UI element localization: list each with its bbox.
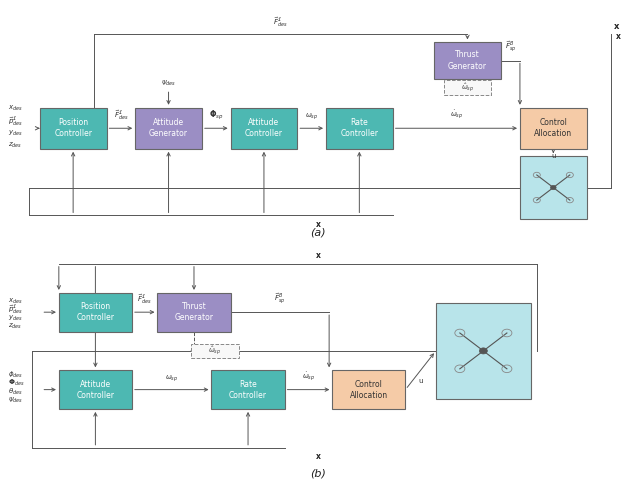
Text: $x_{des}$: $x_{des}$ bbox=[8, 296, 22, 306]
Text: Control
Allocation: Control Allocation bbox=[534, 118, 572, 138]
Text: $\phi_{des}$: $\phi_{des}$ bbox=[8, 370, 23, 380]
Text: $\mathbf{\Phi}_{sp}$: $\mathbf{\Phi}_{sp}$ bbox=[209, 109, 223, 122]
Text: $\mathbf{\Phi}_{des}$: $\mathbf{\Phi}_{des}$ bbox=[8, 378, 24, 389]
Text: Position
Controller: Position Controller bbox=[54, 118, 92, 138]
FancyBboxPatch shape bbox=[135, 107, 202, 149]
FancyBboxPatch shape bbox=[326, 107, 392, 149]
FancyBboxPatch shape bbox=[211, 370, 285, 409]
Text: $\omega_{sp}$: $\omega_{sp}$ bbox=[305, 111, 318, 122]
FancyBboxPatch shape bbox=[191, 344, 238, 358]
FancyBboxPatch shape bbox=[444, 79, 492, 95]
Text: Rate
Controller: Rate Controller bbox=[229, 379, 267, 400]
Text: $z_{des}$: $z_{des}$ bbox=[8, 322, 22, 332]
Text: $\dot{\omega}_{sp}$: $\dot{\omega}_{sp}$ bbox=[450, 109, 463, 122]
Text: $\psi_{des}$: $\psi_{des}$ bbox=[8, 395, 23, 405]
FancyBboxPatch shape bbox=[230, 107, 298, 149]
Text: x: x bbox=[614, 22, 619, 31]
Circle shape bbox=[551, 185, 556, 190]
Text: $\vec{F}^{\mathcal{I}}_{des}$: $\vec{F}^{\mathcal{I}}_{des}$ bbox=[137, 293, 152, 306]
FancyBboxPatch shape bbox=[39, 107, 106, 149]
Text: Attitude
Controller: Attitude Controller bbox=[76, 379, 114, 400]
Text: Position
Controller: Position Controller bbox=[76, 302, 114, 322]
Text: Rate
Controller: Rate Controller bbox=[340, 118, 378, 138]
Text: $y_{des}$: $y_{des}$ bbox=[8, 314, 22, 323]
FancyBboxPatch shape bbox=[59, 293, 132, 332]
Text: $\vec{F}^{B}_{sp}$: $\vec{F}^{B}_{sp}$ bbox=[274, 291, 286, 306]
FancyBboxPatch shape bbox=[59, 370, 132, 409]
Text: Thrust
Generator: Thrust Generator bbox=[448, 50, 487, 71]
Text: $\vec{F}^{\mathcal{I}}_{des}$: $\vec{F}^{\mathcal{I}}_{des}$ bbox=[113, 108, 128, 122]
Text: $\dot{\omega}_{sp}$: $\dot{\omega}_{sp}$ bbox=[301, 371, 315, 384]
Text: x: x bbox=[315, 251, 321, 260]
Text: $y_{des}$: $y_{des}$ bbox=[8, 128, 22, 138]
Text: $\vec{p}^{\mathcal{I}}_{des}$: $\vec{p}^{\mathcal{I}}_{des}$ bbox=[8, 116, 23, 128]
Text: u: u bbox=[551, 153, 556, 159]
Circle shape bbox=[480, 348, 487, 354]
Text: (a): (a) bbox=[310, 227, 326, 237]
Text: $\vec{p}^{\mathcal{I}}_{des}$: $\vec{p}^{\mathcal{I}}_{des}$ bbox=[8, 303, 23, 316]
Text: Thrust
Generator: Thrust Generator bbox=[174, 302, 214, 322]
Text: Attitude
Generator: Attitude Generator bbox=[149, 118, 188, 138]
FancyBboxPatch shape bbox=[333, 370, 406, 409]
FancyBboxPatch shape bbox=[520, 156, 587, 219]
Text: $\psi_{des}$: $\psi_{des}$ bbox=[161, 79, 176, 88]
Text: u: u bbox=[418, 378, 423, 384]
Text: $\theta_{des}$: $\theta_{des}$ bbox=[8, 387, 22, 397]
Text: Control
Allocation: Control Allocation bbox=[350, 379, 388, 400]
Text: (b): (b) bbox=[310, 469, 326, 478]
FancyBboxPatch shape bbox=[158, 293, 230, 332]
Text: x: x bbox=[315, 452, 321, 461]
Text: $\vec{F}^{\mathcal{I}}_{des}$: $\vec{F}^{\mathcal{I}}_{des}$ bbox=[273, 15, 288, 29]
Text: $\omega_{sp}$: $\omega_{sp}$ bbox=[165, 373, 178, 384]
Text: $\vec{F}^{B}_{sp}$: $\vec{F}^{B}_{sp}$ bbox=[504, 39, 516, 54]
Text: x: x bbox=[616, 32, 621, 41]
FancyBboxPatch shape bbox=[520, 107, 587, 149]
Text: $z_{des}$: $z_{des}$ bbox=[8, 140, 22, 150]
Text: $\hat{\omega}_{sp}$: $\hat{\omega}_{sp}$ bbox=[208, 345, 221, 357]
FancyBboxPatch shape bbox=[436, 302, 531, 399]
Text: Attitude
Controller: Attitude Controller bbox=[245, 118, 283, 138]
Text: x: x bbox=[315, 220, 321, 229]
Text: $x_{des}$: $x_{des}$ bbox=[8, 104, 22, 114]
FancyBboxPatch shape bbox=[434, 43, 501, 78]
Text: $\hat{\omega}_{sp}$: $\hat{\omega}_{sp}$ bbox=[460, 81, 474, 94]
